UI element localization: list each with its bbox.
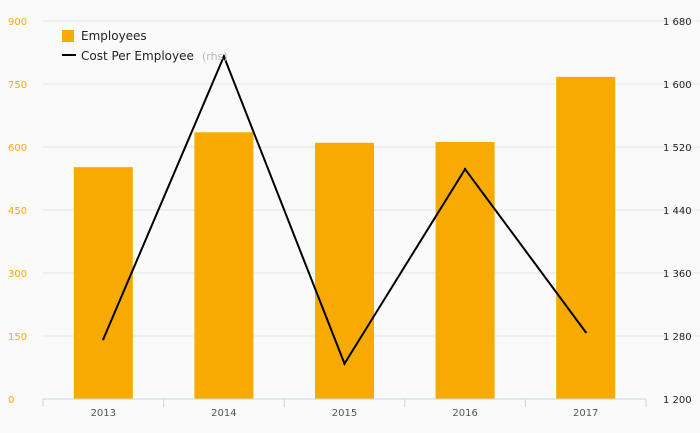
y-left-tick-label: 900 xyxy=(8,17,27,28)
bar-employees-2014 xyxy=(194,132,254,400)
bar-employees-2015 xyxy=(315,142,374,400)
point-cost-per-employee-2013 xyxy=(102,337,105,341)
axes: 0 150 300 450 600 750 900 1 200 1 280 1 360 1 440 1… xyxy=(8,17,692,419)
bar-employees-2013 xyxy=(73,167,133,399)
bar-employees-2016 xyxy=(435,141,495,399)
bar-employees-2017 xyxy=(556,76,616,400)
legend-label-cost-per-employee-name: Cost Per Employee xyxy=(81,49,194,63)
y-left-tick-label: 150 xyxy=(8,332,27,343)
x-tick-label: 2013 xyxy=(91,408,116,419)
y-right-tick-label: 1 280 xyxy=(663,332,692,343)
y-right-tick-label: 1 520 xyxy=(663,143,692,154)
legend-label-cost-per-employee-suffix: (rhs) xyxy=(202,50,228,63)
x-tick-label: 2017 xyxy=(573,408,598,419)
line-series-cost-per-employee xyxy=(102,53,587,366)
y-right-tick-label: 1 360 xyxy=(663,269,692,280)
y-left-tick-label: 0 xyxy=(8,395,14,406)
x-tick-label: 2015 xyxy=(332,408,357,419)
point-cost-per-employee-2015 xyxy=(343,362,346,365)
y-left-tick-label: 300 xyxy=(8,269,27,280)
y-left-tick-label: 600 xyxy=(8,143,27,154)
y-right-tick-label: 1 440 xyxy=(663,206,692,217)
legend-label-employees: Employees xyxy=(81,29,147,43)
y-left-tick-label: 750 xyxy=(8,80,27,91)
point-cost-per-employee-2016 xyxy=(463,167,467,171)
bar-series-employees xyxy=(73,76,616,400)
y-right-tick-label: 1 600 xyxy=(663,80,692,91)
legend-swatch-employees xyxy=(62,30,74,42)
legend: Employees Cost Per Employee (rhs) xyxy=(62,29,228,64)
y-left-tick-label: 450 xyxy=(8,206,27,217)
legend-label-cost-per-employee: Cost Per Employee (rhs) xyxy=(81,45,228,64)
y-right-tick-label: 1 680 xyxy=(663,17,692,28)
x-tick-label: 2016 xyxy=(452,408,477,419)
x-tick-label: 2014 xyxy=(211,408,236,419)
point-cost-per-employee-2014 xyxy=(222,55,226,58)
y-right-tick-label: 1 200 xyxy=(663,395,692,406)
point-cost-per-employee-2017 xyxy=(584,330,587,334)
